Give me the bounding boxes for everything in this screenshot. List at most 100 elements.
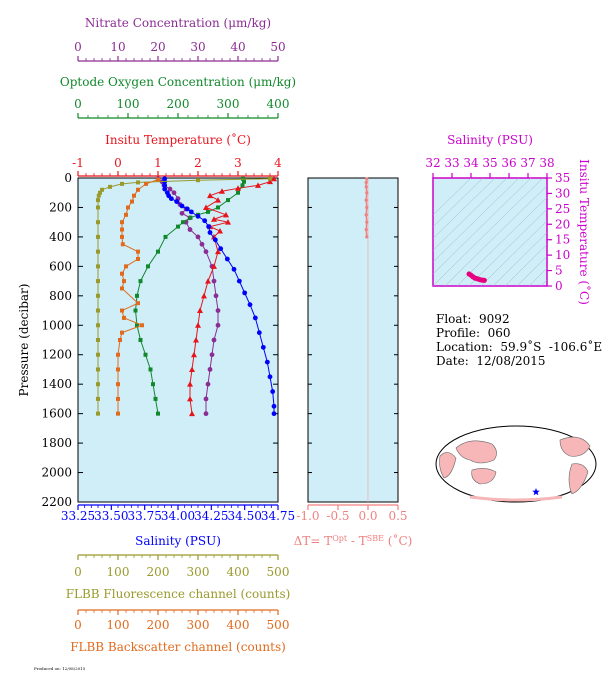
- nitrate-concentration-point: [171, 190, 177, 196]
- theta-s-plot-area: [432, 177, 548, 287]
- salinity-point: [162, 186, 168, 192]
- density-contour: [433, 178, 544, 286]
- pressure-tick-label: 1400: [41, 377, 72, 391]
- nitrate-concentration-point: [215, 308, 221, 313]
- pressure-tick-label: 200: [49, 200, 72, 214]
- flbb-backscatter-point: [120, 271, 124, 276]
- insitu-temperature-point: [215, 248, 221, 255]
- density-contour: [468, 208, 547, 286]
- float-location-star-icon: [532, 488, 540, 496]
- footer-text: Produced on: 12/08/2015: [34, 666, 86, 671]
- nitrate-concentration-point: [167, 186, 173, 192]
- optode-oxygen-concentration-point: [151, 382, 155, 387]
- optode-oxygen-concentration-point: [143, 352, 148, 357]
- optode-oxygen-concentration-point: [188, 215, 193, 220]
- antarctica-landmass: [469, 495, 563, 502]
- asia-landmass: [455, 440, 497, 464]
- nitrate-concentration-point: [199, 241, 205, 247]
- optode-oxygen-concentration-point: [156, 411, 160, 416]
- delta-t-tick-label: 0.5: [388, 509, 407, 523]
- nitrate-axis-title: Nitrate Concentration (μm/kg): [85, 16, 271, 30]
- delta-t-point: [365, 191, 369, 195]
- density-contour: [433, 178, 508, 251]
- pressure-tick-label: 0: [64, 171, 72, 185]
- theta-s-x-tick-label: 37: [520, 156, 535, 170]
- theta-s-x-tick-label: 35: [482, 156, 497, 170]
- nitrate-tick-label: 0: [74, 40, 82, 54]
- flbb-fluorescence-point: [196, 178, 200, 183]
- flbb-backscatter-point: [120, 234, 124, 239]
- salinity-point: [212, 237, 218, 243]
- nitrate-concentration-point: [179, 210, 185, 216]
- salinity-point: [224, 256, 230, 262]
- float-id: Float: 9092: [436, 312, 510, 326]
- insitu-temperature-point: [195, 322, 201, 328]
- optode-oxygen-concentration-point: [138, 279, 143, 284]
- salinity-point: [267, 374, 273, 380]
- oxygen-tick-label: 300: [217, 97, 240, 111]
- optode-oxygen-concentration-point: [163, 234, 168, 239]
- fluorescence-axis-title: FLBB Fluorescence channel (counts): [66, 587, 291, 601]
- nitrate-concentration-point: [203, 249, 209, 255]
- flbb-fluorescence-point: [96, 293, 100, 298]
- flbb-fluorescence-point: [120, 181, 124, 186]
- delta-t-point: [364, 185, 368, 189]
- fluorescence-tick-label: 500: [267, 565, 290, 579]
- delta-t-tick-label: -0.5: [326, 509, 349, 523]
- pressure-tick-label: 1800: [41, 436, 72, 450]
- pressure-tick-label: 400: [49, 230, 72, 244]
- flbb-backscatter-point: [120, 227, 124, 232]
- flbb-backscatter-point: [120, 242, 125, 247]
- theta-s-y-tick-label: 15: [555, 233, 570, 247]
- theta-s-x-title: Salinity (PSU): [447, 133, 533, 147]
- flbb-fluorescence-point: [100, 187, 104, 192]
- optode-oxygen-concentration-point: [226, 198, 230, 203]
- flbb-fluorescence-point: [96, 411, 100, 416]
- flbb-backscatter-point: [126, 205, 130, 210]
- salinity-point: [188, 209, 194, 215]
- salinity-point: [231, 266, 237, 272]
- optode-oxygen-concentration-point: [156, 249, 160, 254]
- nitrate-concentration-point: [211, 278, 217, 284]
- flbb-fluorescence-point: [96, 205, 100, 210]
- theta-s-x-tick-label: 38: [539, 156, 554, 170]
- flbb-fluorescence-point: [98, 190, 102, 195]
- backscatter-tick-label: 500: [267, 618, 290, 632]
- oxygen-tick-label: 0: [74, 97, 82, 111]
- insitu-temperature-point: [215, 197, 221, 203]
- flbb-fluorescence-point: [268, 176, 272, 181]
- pressure-tick-label: 1600: [41, 407, 72, 421]
- salinity-point: [179, 203, 185, 209]
- insitu-temperature-point: [267, 178, 273, 185]
- flbb-fluorescence-point: [96, 279, 100, 284]
- flbb-backscatter-point: [136, 301, 140, 306]
- nitrate-concentration-point: [203, 396, 209, 402]
- pressure-tick-label: 1000: [41, 318, 72, 332]
- delta-t-line: [365, 178, 368, 237]
- insitu-temperature-point: [225, 219, 231, 225]
- flbb-fluorescence-point: [96, 367, 100, 372]
- temperature-tick-label: 0: [114, 156, 122, 170]
- density-contour: [516, 255, 547, 286]
- flbb-backscatter-point: [136, 249, 140, 254]
- optode-oxygen-concentration-point: [241, 176, 245, 181]
- flbb-backscatter-point: [120, 286, 124, 291]
- flbb-backscatter-point: [122, 279, 126, 284]
- oxygen-tick-label: 100: [117, 97, 140, 111]
- flbb-fluorescence-point: [96, 382, 100, 387]
- delta-t-title-part: SBE: [367, 534, 384, 543]
- pressure-tick-label: 600: [49, 259, 72, 273]
- nitrate-tick-label: 40: [230, 40, 245, 54]
- insitu-temperature-point: [211, 263, 217, 269]
- salinity-point: [270, 389, 276, 394]
- flbb-fluorescence-point: [96, 323, 100, 328]
- temperature-tick-label: 3: [234, 156, 242, 170]
- delta-t-point: [364, 213, 368, 217]
- nitrate-concentration-point: [205, 381, 211, 387]
- australia-landmass: [471, 468, 497, 485]
- flbb-backscatter-point: [130, 199, 134, 204]
- backscatter-axis-title: FLBB Backscatter channel (counts): [70, 640, 286, 654]
- flbb-backscatter-point: [140, 323, 144, 328]
- oxygen-axis-title: Optode Oxygen Concentration (μm/kg): [60, 75, 296, 89]
